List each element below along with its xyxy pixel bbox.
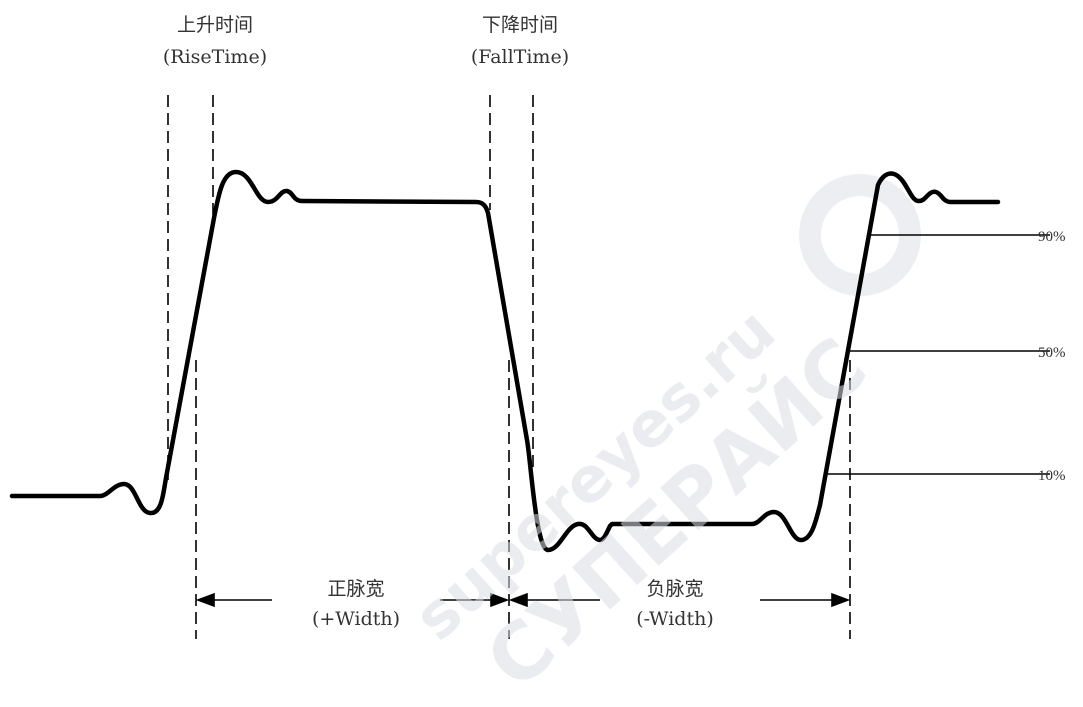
negative-width-label-cn: 负脉宽 xyxy=(646,578,704,600)
negative-width-label-en: (-Width) xyxy=(636,608,714,630)
positive-width-arrowhead-right xyxy=(490,592,510,608)
rise-time-label-cn: 上升时间 xyxy=(176,14,253,36)
pulse-timing-diagram xyxy=(9,95,1050,639)
rise-time-label-en: (RiseTime) xyxy=(162,46,268,68)
level-50-label: 50% xyxy=(1038,345,1066,361)
dashed-guides xyxy=(167,95,851,639)
fall-time-label-en: (FallTime) xyxy=(470,46,570,68)
level-90-label: 90% xyxy=(1038,229,1066,245)
positive-width-arrowhead-left xyxy=(195,592,215,608)
fall-time-label-cn: 下降时间 xyxy=(481,14,558,36)
positive-width-label-cn: 正脉宽 xyxy=(327,578,385,600)
level-10-label: 10% xyxy=(1038,468,1066,484)
negative-width-arrowhead-right xyxy=(831,592,851,608)
pulse-waveform-main xyxy=(9,169,1001,553)
width-arrows xyxy=(195,592,851,608)
level-lines xyxy=(826,234,1050,475)
negative-width-arrowhead-left xyxy=(508,592,528,608)
positive-width-label-en: (+Width) xyxy=(311,608,401,630)
